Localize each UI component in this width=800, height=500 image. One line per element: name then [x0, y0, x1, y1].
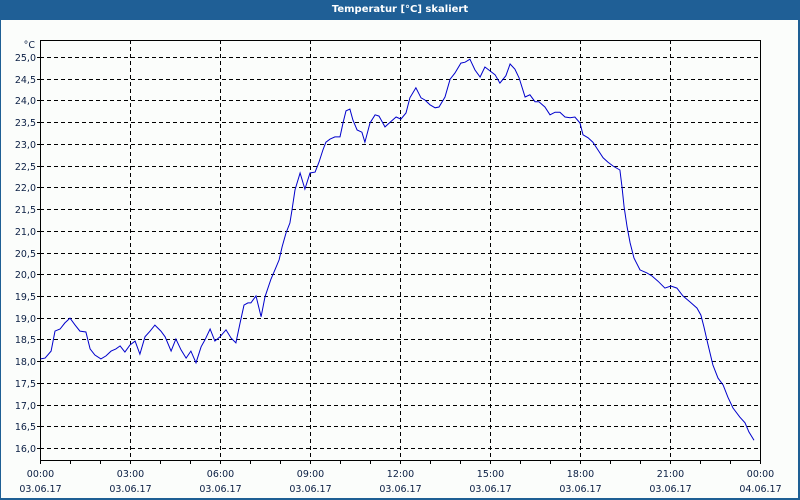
y-tick-label: 17,0 [15, 401, 36, 412]
y-tick-label: 20,0 [15, 270, 36, 281]
y-tick-label: 21,5 [15, 205, 36, 216]
x-tick-time: 18:00 [567, 469, 594, 480]
x-tick-date: 03.06.17 [469, 484, 511, 495]
x-tick-time: 09:00 [297, 469, 324, 480]
x-tick-time: 15:00 [477, 469, 504, 480]
y-axis-unit: °C [24, 40, 36, 51]
x-tick-time: 12:00 [387, 469, 414, 480]
axes [37, 40, 761, 464]
x-tick-date: 04.06.17 [739, 484, 781, 495]
y-tick-label: 16,5 [15, 422, 36, 433]
x-tick-date: 03.06.17 [19, 484, 61, 495]
x-tick-date: 03.06.17 [649, 484, 691, 495]
x-tick-time: 03:00 [117, 469, 144, 480]
temperature-series-line [40, 58, 755, 441]
grid-lines [40, 40, 760, 460]
y-tick-label: 18,5 [15, 335, 36, 346]
y-tick-label: 25,0 [15, 53, 36, 64]
y-axis-labels: 16,0 16,5 17,0 17,5 18,0 18,5 19,0 19,5 20,0 20,5… [15, 53, 36, 455]
x-tick-date: 03.06.17 [559, 484, 601, 495]
y-tick-label: 16,0 [15, 444, 36, 455]
x-axis-labels: 00:00 03.06.17 03:00 03.06.17 06:00 03.06.17 0… [19, 469, 781, 495]
chart-title: Temperatur [°C] skaliert [0, 0, 800, 20]
x-tick-time: 06:00 [207, 469, 234, 480]
x-tick-time: 21:00 [657, 469, 684, 480]
x-tick-date: 03.06.17 [199, 484, 241, 495]
temperature-line-chart: 16,0 16,5 17,0 17,5 18,0 18,5 19,0 19,5 20,0 20,5… [15, 40, 782, 495]
y-tick-label: 22,5 [15, 162, 36, 173]
x-tick-date: 03.06.17 [109, 484, 151, 495]
chart-area: 16,0 16,5 17,0 17,5 18,0 18,5 19,0 19,5 20,0 20,5… [1, 20, 798, 498]
y-tick-label: 23,5 [15, 118, 36, 129]
y-tick-label: 19,5 [15, 292, 36, 303]
x-tick-time: 00:00 [747, 469, 774, 480]
x-tick-date: 03.06.17 [379, 484, 421, 495]
y-tick-label: 20,5 [15, 249, 36, 260]
y-tick-label: 17,5 [15, 379, 36, 390]
y-tick-label: 24,5 [15, 75, 36, 86]
y-tick-label: 19,0 [15, 314, 36, 325]
y-tick-label: 24,0 [15, 96, 36, 107]
y-tick-label: 18,0 [15, 357, 36, 368]
y-tick-label: 21,0 [15, 227, 36, 238]
y-tick-label: 22,0 [15, 183, 36, 194]
y-tick-label: 23,0 [15, 140, 36, 151]
plot-frame [40, 40, 761, 461]
x-tick-time: 00:00 [27, 469, 54, 480]
x-tick-date: 03.06.17 [289, 484, 331, 495]
